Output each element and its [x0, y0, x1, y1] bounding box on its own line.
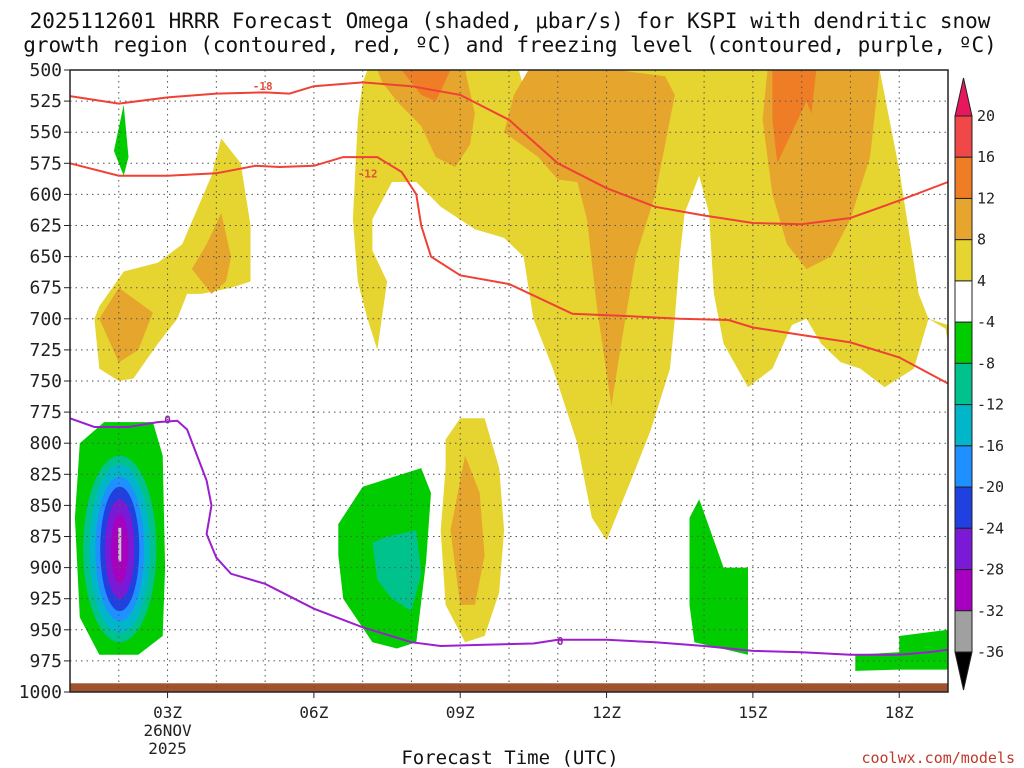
x-tick-label: 06Z: [299, 703, 328, 722]
dgz-contour-minus18: [69, 81, 949, 226]
y-tick-label: 775: [29, 402, 62, 423]
dgz-contour-minus12: [69, 156, 949, 385]
colorbar-label: -4: [977, 313, 995, 331]
freezing-level-contour-label: 0: [164, 414, 171, 427]
freezing-level-contour-label: 0: [557, 635, 564, 648]
x-tick-label: 03Z: [153, 703, 182, 722]
omega-shade-dark-orange-right: [772, 70, 817, 164]
omega-shade-orange-small-blob: [191, 213, 231, 294]
y-tick-label: 825: [29, 464, 62, 485]
y-tick-label: 600: [29, 184, 62, 205]
colorbar-label: -8: [977, 354, 995, 372]
dgz-contour-minus18-label: -18: [253, 80, 273, 93]
y-tick-label: 500: [29, 60, 62, 81]
omega-shade-orange-upper-mid: [377, 70, 475, 167]
y-tick-label: 875: [29, 527, 62, 548]
y-tick-label: 700: [29, 309, 62, 330]
colorbar-top-triangle: [954, 77, 973, 117]
ground-band: [70, 683, 948, 692]
y-tick-label: 925: [29, 589, 62, 610]
omega-shade-orange-mid-lower: [450, 455, 485, 605]
colorbar-label: -36: [977, 643, 1004, 661]
x-tick-label: 09Z: [446, 703, 475, 722]
y-tick-label: 950: [29, 620, 62, 641]
chart-title-line-1: 2025112601 HRRR Forecast Omega (shaded, …: [30, 9, 991, 33]
colorbar-segment: [954, 115, 973, 158]
colorbar-label: 8: [977, 231, 986, 249]
omega-shade-green-upper-left: [113, 104, 129, 176]
omega-shade-orange-left-blob: [99, 287, 153, 363]
colorbar-label: 16: [977, 148, 995, 166]
colorbar-segment: [954, 156, 973, 199]
y-tick-label: 675: [29, 278, 62, 299]
colorbar-segment: [954, 569, 973, 612]
colorbar-label: 12: [977, 189, 995, 207]
y-tick-label: 725: [29, 340, 62, 361]
colorbar-segment: [954, 404, 973, 447]
colorbar-segment: [954, 362, 973, 406]
y-tick-label: 650: [29, 247, 62, 268]
colorbar-segment: [954, 486, 973, 529]
plot-area: -18 -12 0 0 500 525 550 575 600 625 650 675 700 725 75…: [19, 60, 949, 758]
colorbar-label: 4: [977, 272, 986, 290]
colorbar: 20 16 12 8 4 -4 -8 -12 -16 -20 -24 -28 -32 -36: [954, 77, 1004, 691]
credit-text: coolwx.com/models: [861, 749, 1015, 767]
colorbar-segment: [954, 197, 973, 241]
x-tick-label: 18Z: [885, 703, 914, 722]
y-tick-label: 975: [29, 651, 62, 672]
y-tick-label: 1000: [19, 682, 62, 703]
y-tick-label: 850: [29, 495, 62, 516]
colorbar-segment: [954, 445, 973, 488]
colorbar-segment: [954, 610, 973, 653]
colorbar-bottom-triangle: [954, 651, 973, 691]
y-tick-label: 800: [29, 433, 62, 454]
colorbar-label: -32: [977, 602, 1004, 620]
colorbar-segment: [954, 321, 973, 364]
colorbar-label: -28: [977, 561, 1004, 579]
dgz-contour-minus12-label: -12: [358, 167, 378, 180]
omega-shade-dark-orange-upper: [401, 70, 451, 102]
colorbar-label: -16: [977, 437, 1004, 455]
chart-title-line-2: growth region (contoured, red, ºC) and f…: [23, 33, 997, 57]
y-tick-label: 550: [29, 122, 62, 143]
colorbar-segment: [954, 239, 973, 282]
colorbar-label: -12: [977, 396, 1004, 414]
x-date-label: 26NOV: [143, 721, 192, 740]
y-tick-label: 900: [29, 558, 62, 579]
x-date-label: 2025: [148, 739, 187, 758]
colorbar-label: -20: [977, 478, 1004, 496]
colorbar-segment: [954, 280, 973, 323]
x-tick-label: 12Z: [592, 703, 621, 722]
omega-shade-green-right: [689, 499, 748, 655]
omega-shade-green-bottom-right: [855, 629, 948, 671]
freezing-level-contour: [69, 417, 949, 656]
colorbar-label: -24: [977, 519, 1004, 537]
omega-core-center: [118, 527, 122, 562]
x-axis-label: Forecast Time (UTC): [401, 747, 618, 768]
y-tick-label: 625: [29, 216, 62, 237]
y-tick-label: 525: [29, 91, 62, 112]
x-tick-label: 15Z: [738, 703, 767, 722]
y-tick-label: 750: [29, 371, 62, 392]
colorbar-label: 20: [977, 107, 995, 125]
omega-shade-teal-mid: [372, 530, 422, 612]
y-tick-label: 575: [29, 153, 62, 174]
colorbar-segment: [954, 527, 973, 571]
